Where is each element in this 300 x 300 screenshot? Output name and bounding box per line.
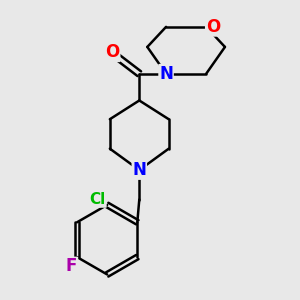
Text: F: F (66, 257, 77, 275)
Text: O: O (105, 43, 120, 61)
Text: O: O (206, 18, 220, 36)
Text: Cl: Cl (90, 192, 106, 207)
Text: N: N (159, 65, 173, 83)
Text: N: N (132, 161, 146, 179)
